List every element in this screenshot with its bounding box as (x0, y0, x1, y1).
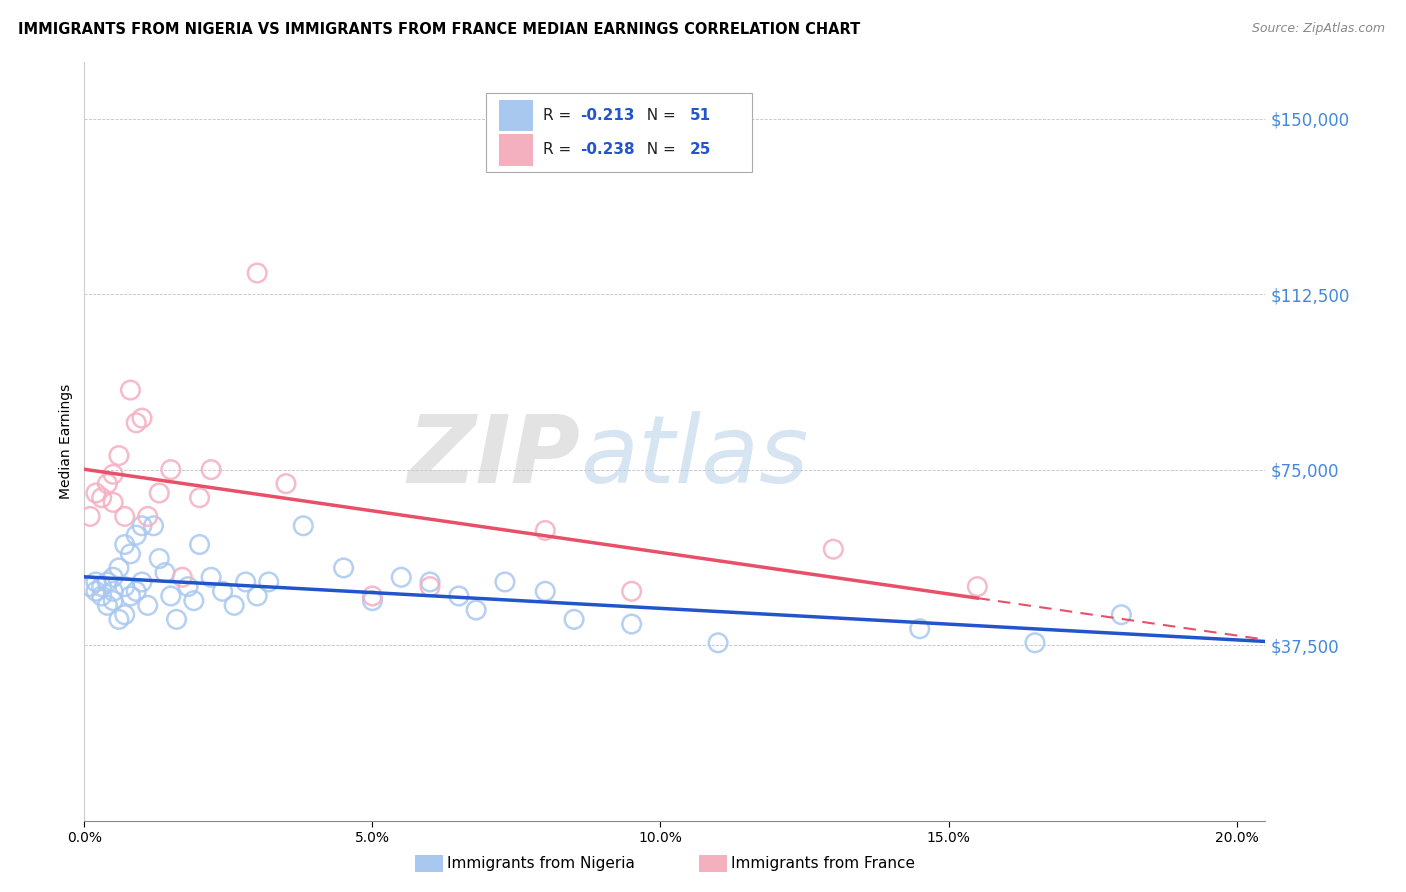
Point (96, 574, 118, 589)
Point (96, 599, 118, 613)
Point (562, 612, 585, 626)
Point (125, 416, 148, 430)
Text: R =: R = (543, 142, 575, 157)
Text: IMMIGRANTS FROM NIGERIA VS IMMIGRANTS FROM FRANCE MEDIAN EARNINGS CORRELATION CH: IMMIGRANTS FROM NIGERIA VS IMMIGRANTS FR… (18, 22, 860, 37)
Point (90, 589, 112, 603)
Point (84, 486, 107, 500)
FancyBboxPatch shape (499, 100, 533, 131)
Point (101, 467, 124, 482)
Point (823, 542, 845, 557)
Point (166, 612, 188, 626)
Point (79, 580, 101, 594)
Point (211, 584, 233, 599)
Point (125, 528, 148, 542)
Point (188, 491, 211, 505)
Point (419, 574, 441, 589)
Text: Immigrants from France: Immigrants from France (731, 856, 915, 871)
Point (114, 580, 136, 594)
Text: -0.213: -0.213 (581, 108, 636, 123)
Point (235, 574, 257, 589)
Point (534, 584, 557, 599)
FancyBboxPatch shape (486, 93, 752, 172)
Point (148, 551, 170, 566)
Point (419, 580, 441, 594)
Point (159, 589, 181, 603)
Point (131, 518, 153, 533)
Point (90, 491, 112, 505)
Point (292, 518, 315, 533)
Point (120, 589, 142, 603)
Point (142, 518, 165, 533)
Point (84, 584, 107, 599)
Text: 51: 51 (690, 108, 711, 123)
Text: -0.238: -0.238 (581, 142, 636, 157)
Point (136, 509, 159, 524)
Point (84, 574, 107, 589)
Text: 25: 25 (690, 142, 711, 157)
Point (177, 580, 200, 594)
Point (131, 574, 153, 589)
Point (389, 570, 412, 584)
Text: N =: N = (637, 108, 681, 123)
Point (125, 584, 148, 599)
Point (114, 607, 136, 622)
Text: ZIP: ZIP (408, 410, 581, 503)
Point (707, 636, 730, 650)
Point (101, 584, 124, 599)
Point (101, 570, 124, 584)
Point (159, 462, 181, 476)
Point (79, 509, 101, 524)
Point (200, 462, 222, 476)
Point (966, 580, 988, 594)
Point (108, 449, 131, 463)
Text: Source: ZipAtlas.com: Source: ZipAtlas.com (1251, 22, 1385, 36)
Point (120, 383, 142, 397)
Point (620, 584, 643, 599)
Point (148, 486, 170, 500)
Y-axis label: Median Earnings: Median Earnings (59, 384, 73, 500)
Point (200, 570, 222, 584)
Point (224, 599, 246, 613)
Point (1111, 607, 1133, 622)
Point (257, 574, 280, 589)
Point (96, 476, 118, 491)
Point (447, 589, 470, 603)
Text: atlas: atlas (581, 411, 808, 502)
Point (101, 593, 124, 607)
Point (120, 547, 142, 561)
Point (172, 570, 194, 584)
Point (274, 476, 297, 491)
Point (361, 593, 384, 607)
Point (494, 574, 516, 589)
Point (534, 524, 557, 538)
Text: N =: N = (637, 142, 681, 157)
Point (136, 599, 159, 613)
Point (465, 603, 488, 617)
Point (90, 580, 112, 594)
Point (131, 411, 153, 425)
Point (620, 617, 643, 632)
Point (246, 589, 269, 603)
Point (188, 537, 211, 551)
Text: Immigrants from Nigeria: Immigrants from Nigeria (447, 856, 636, 871)
Point (114, 537, 136, 551)
Point (101, 495, 124, 509)
FancyBboxPatch shape (499, 134, 533, 166)
Text: R =: R = (543, 108, 575, 123)
Point (908, 622, 931, 636)
Point (1024, 636, 1046, 650)
Point (246, 266, 269, 280)
Point (114, 509, 136, 524)
Point (183, 593, 205, 607)
Point (108, 561, 131, 575)
Point (153, 566, 176, 580)
Point (332, 561, 354, 575)
Point (108, 612, 131, 626)
Point (361, 589, 384, 603)
